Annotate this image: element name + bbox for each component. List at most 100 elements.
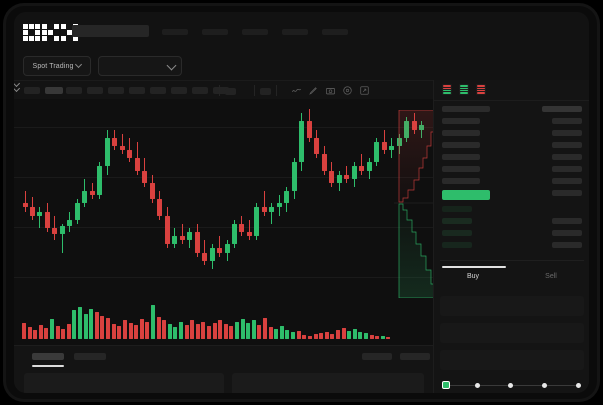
candle [374,99,380,279]
tab-order-history[interactable] [74,353,106,360]
amount-field[interactable] [440,323,584,343]
tab-buy[interactable]: Buy [466,273,480,280]
volume-bar [212,322,217,339]
drawing-pencil-icon[interactable] [308,85,319,96]
orderbook-ask-row[interactable] [442,118,480,124]
orderbook-ask-row[interactable] [442,130,480,136]
app-screen: Spot Trading [14,12,589,393]
search-input[interactable] [72,25,149,37]
volume-bar [240,319,245,339]
candle [381,99,387,279]
volume-bar [117,325,122,339]
bottom-panel-left[interactable] [24,373,224,393]
candlestick-series [14,99,433,279]
orderbook-bid-row[interactable] [442,230,472,236]
candle [209,99,215,279]
candle [269,99,275,279]
timeframe-button-4[interactable] [87,87,103,94]
orderbook-ask-row[interactable] [442,178,480,184]
total-field[interactable] [440,350,584,370]
orderbook-rows[interactable] [434,102,589,262]
orders-panel [14,345,433,393]
candle [59,99,65,279]
slider-stop-100[interactable] [576,382,581,388]
orderbook-ask-row[interactable] [442,142,480,148]
volume-bar [207,325,211,339]
volume-bar [44,327,49,339]
orderbook-layout-asks-icon[interactable] [476,84,486,95]
volume-bar [291,331,296,339]
orderbook-layout-bids-icon[interactable] [459,84,469,95]
orderbook-ask-row[interactable] [442,154,480,160]
volume-bar [55,325,60,339]
candle [157,99,163,279]
settings-gear-icon[interactable] [342,85,353,96]
orderbook-bid-row[interactable] [442,206,472,212]
volume-bar [78,307,83,339]
orderbook-ask-row[interactable] [442,166,480,172]
candle [254,99,260,279]
fullscreen-icon[interactable] [359,85,370,96]
timeframe-button-3[interactable] [66,87,82,94]
candle [239,99,245,279]
pair-select[interactable] [98,56,182,76]
timeframe-button-2[interactable] [45,87,63,94]
nav-item-4[interactable] [282,29,308,35]
slider-stop-75[interactable] [542,382,547,388]
timeframe-button-7[interactable] [150,87,166,94]
timeframe-button-5[interactable] [108,87,124,94]
tab-active-underline [32,365,64,367]
indicator-icon[interactable] [225,88,236,95]
tab-open-orders[interactable] [32,353,64,360]
candle [164,99,170,279]
chart-type-icon[interactable] [260,88,271,95]
market-type-dropdown[interactable]: Spot Trading [23,56,91,76]
volume-bar [223,323,228,339]
tab-sell[interactable]: Sell [545,273,557,280]
nav-item-1[interactable] [162,29,188,35]
slider-stop-50[interactable] [508,382,513,388]
chart-gridline [14,177,433,178]
timeframe-button-8[interactable] [171,87,187,94]
nav-item-5[interactable] [322,29,348,35]
orderbook-layout-both-icon[interactable] [442,84,452,95]
orderbook-ask-amount [552,142,582,148]
camera-icon[interactable] [325,85,336,96]
slider-stop-25[interactable] [475,382,480,388]
timeframe-button-10[interactable] [213,87,229,94]
orderbook-bid-row[interactable] [442,242,472,248]
candle [104,99,110,279]
orderbook-ask-row[interactable] [442,106,490,112]
candle [217,99,223,279]
candle [97,99,103,279]
candle [389,99,395,279]
timeframe-button-1[interactable] [24,87,40,94]
slider-handle[interactable] [442,381,450,389]
nav-item-3[interactable] [242,29,268,35]
price-chart[interactable] [14,99,433,345]
timeframe-button-6[interactable] [129,87,145,94]
orderbook-spread-row[interactable] [442,190,490,200]
nav-item-2[interactable] [202,29,228,35]
candle [187,99,193,279]
bottom-panel-right[interactable] [232,373,424,393]
amount-percent-slider[interactable] [442,380,584,390]
candle [112,99,118,279]
candle [29,99,35,279]
candle [202,99,208,279]
timeframe-button-9[interactable] [192,87,208,94]
bottom-action-1[interactable] [362,353,392,360]
bottom-action-2[interactable] [400,353,430,360]
app-header [14,12,589,50]
line-chart-icon[interactable] [291,85,302,96]
candle [149,99,155,279]
price-field[interactable] [440,296,584,316]
candle [179,99,185,279]
volume-bar [246,322,251,339]
orderbook-bid-row[interactable] [442,218,472,224]
candle [119,99,125,279]
chevron-down-icon[interactable] [14,84,21,93]
candle [359,99,365,279]
orderbook-ask-amount [552,154,582,160]
okx-logo[interactable] [23,24,78,41]
